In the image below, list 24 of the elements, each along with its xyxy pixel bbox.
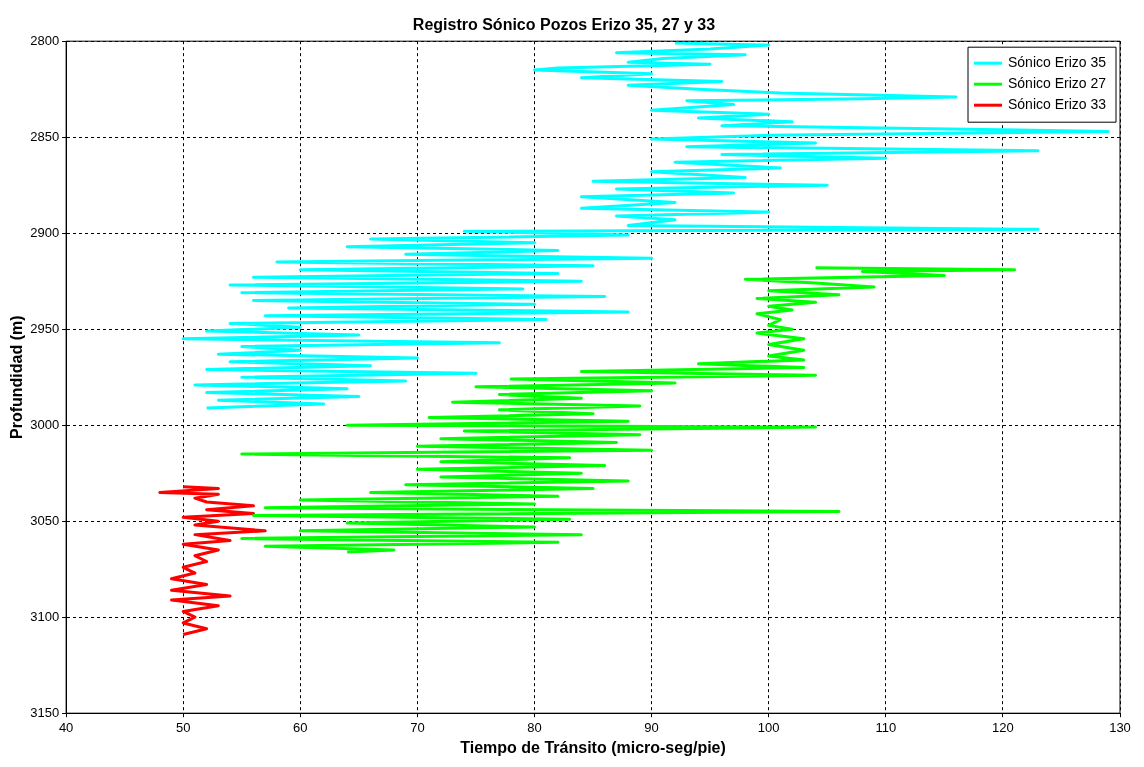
y-tick-label: 2800 (30, 32, 60, 48)
y-axis-title: Profundidad (m) (8, 315, 26, 439)
y-tick-label: 2850 (30, 128, 60, 144)
x-tick-label: 70 (410, 719, 425, 735)
chart-title: Registro Sónico Pozos Erizo 35, 27 y 33 (412, 16, 716, 34)
x-tick-label: 120 (992, 719, 1014, 735)
x-tick-label: 50 (175, 719, 191, 735)
x-tick-label: 90 (644, 719, 659, 735)
x-tick-label: 80 (527, 719, 542, 735)
y-tick-label: 3000 (30, 416, 60, 432)
y-tick-label: 3150 (30, 704, 60, 720)
x-axis-title: Tiempo de Tránsito (micro-seg/pie) (460, 738, 726, 756)
legend-label: Sónico Erizo 35 (1008, 54, 1107, 71)
x-tick-label: 110 (875, 719, 897, 735)
y-tick-label: 3050 (30, 512, 60, 528)
legend-label: Sónico Erizo 27 (1008, 75, 1107, 92)
legend-label: Sónico Erizo 33 (1008, 96, 1107, 113)
x-tick-label: 40 (58, 719, 74, 735)
x-tick-label: 60 (293, 719, 308, 735)
y-tick-label: 2950 (30, 320, 60, 336)
x-tick-label: 100 (757, 719, 780, 735)
y-tick-label: 2900 (30, 224, 60, 240)
x-tick-label: 130 (1109, 719, 1131, 735)
y-tick-label: 3100 (30, 608, 60, 624)
